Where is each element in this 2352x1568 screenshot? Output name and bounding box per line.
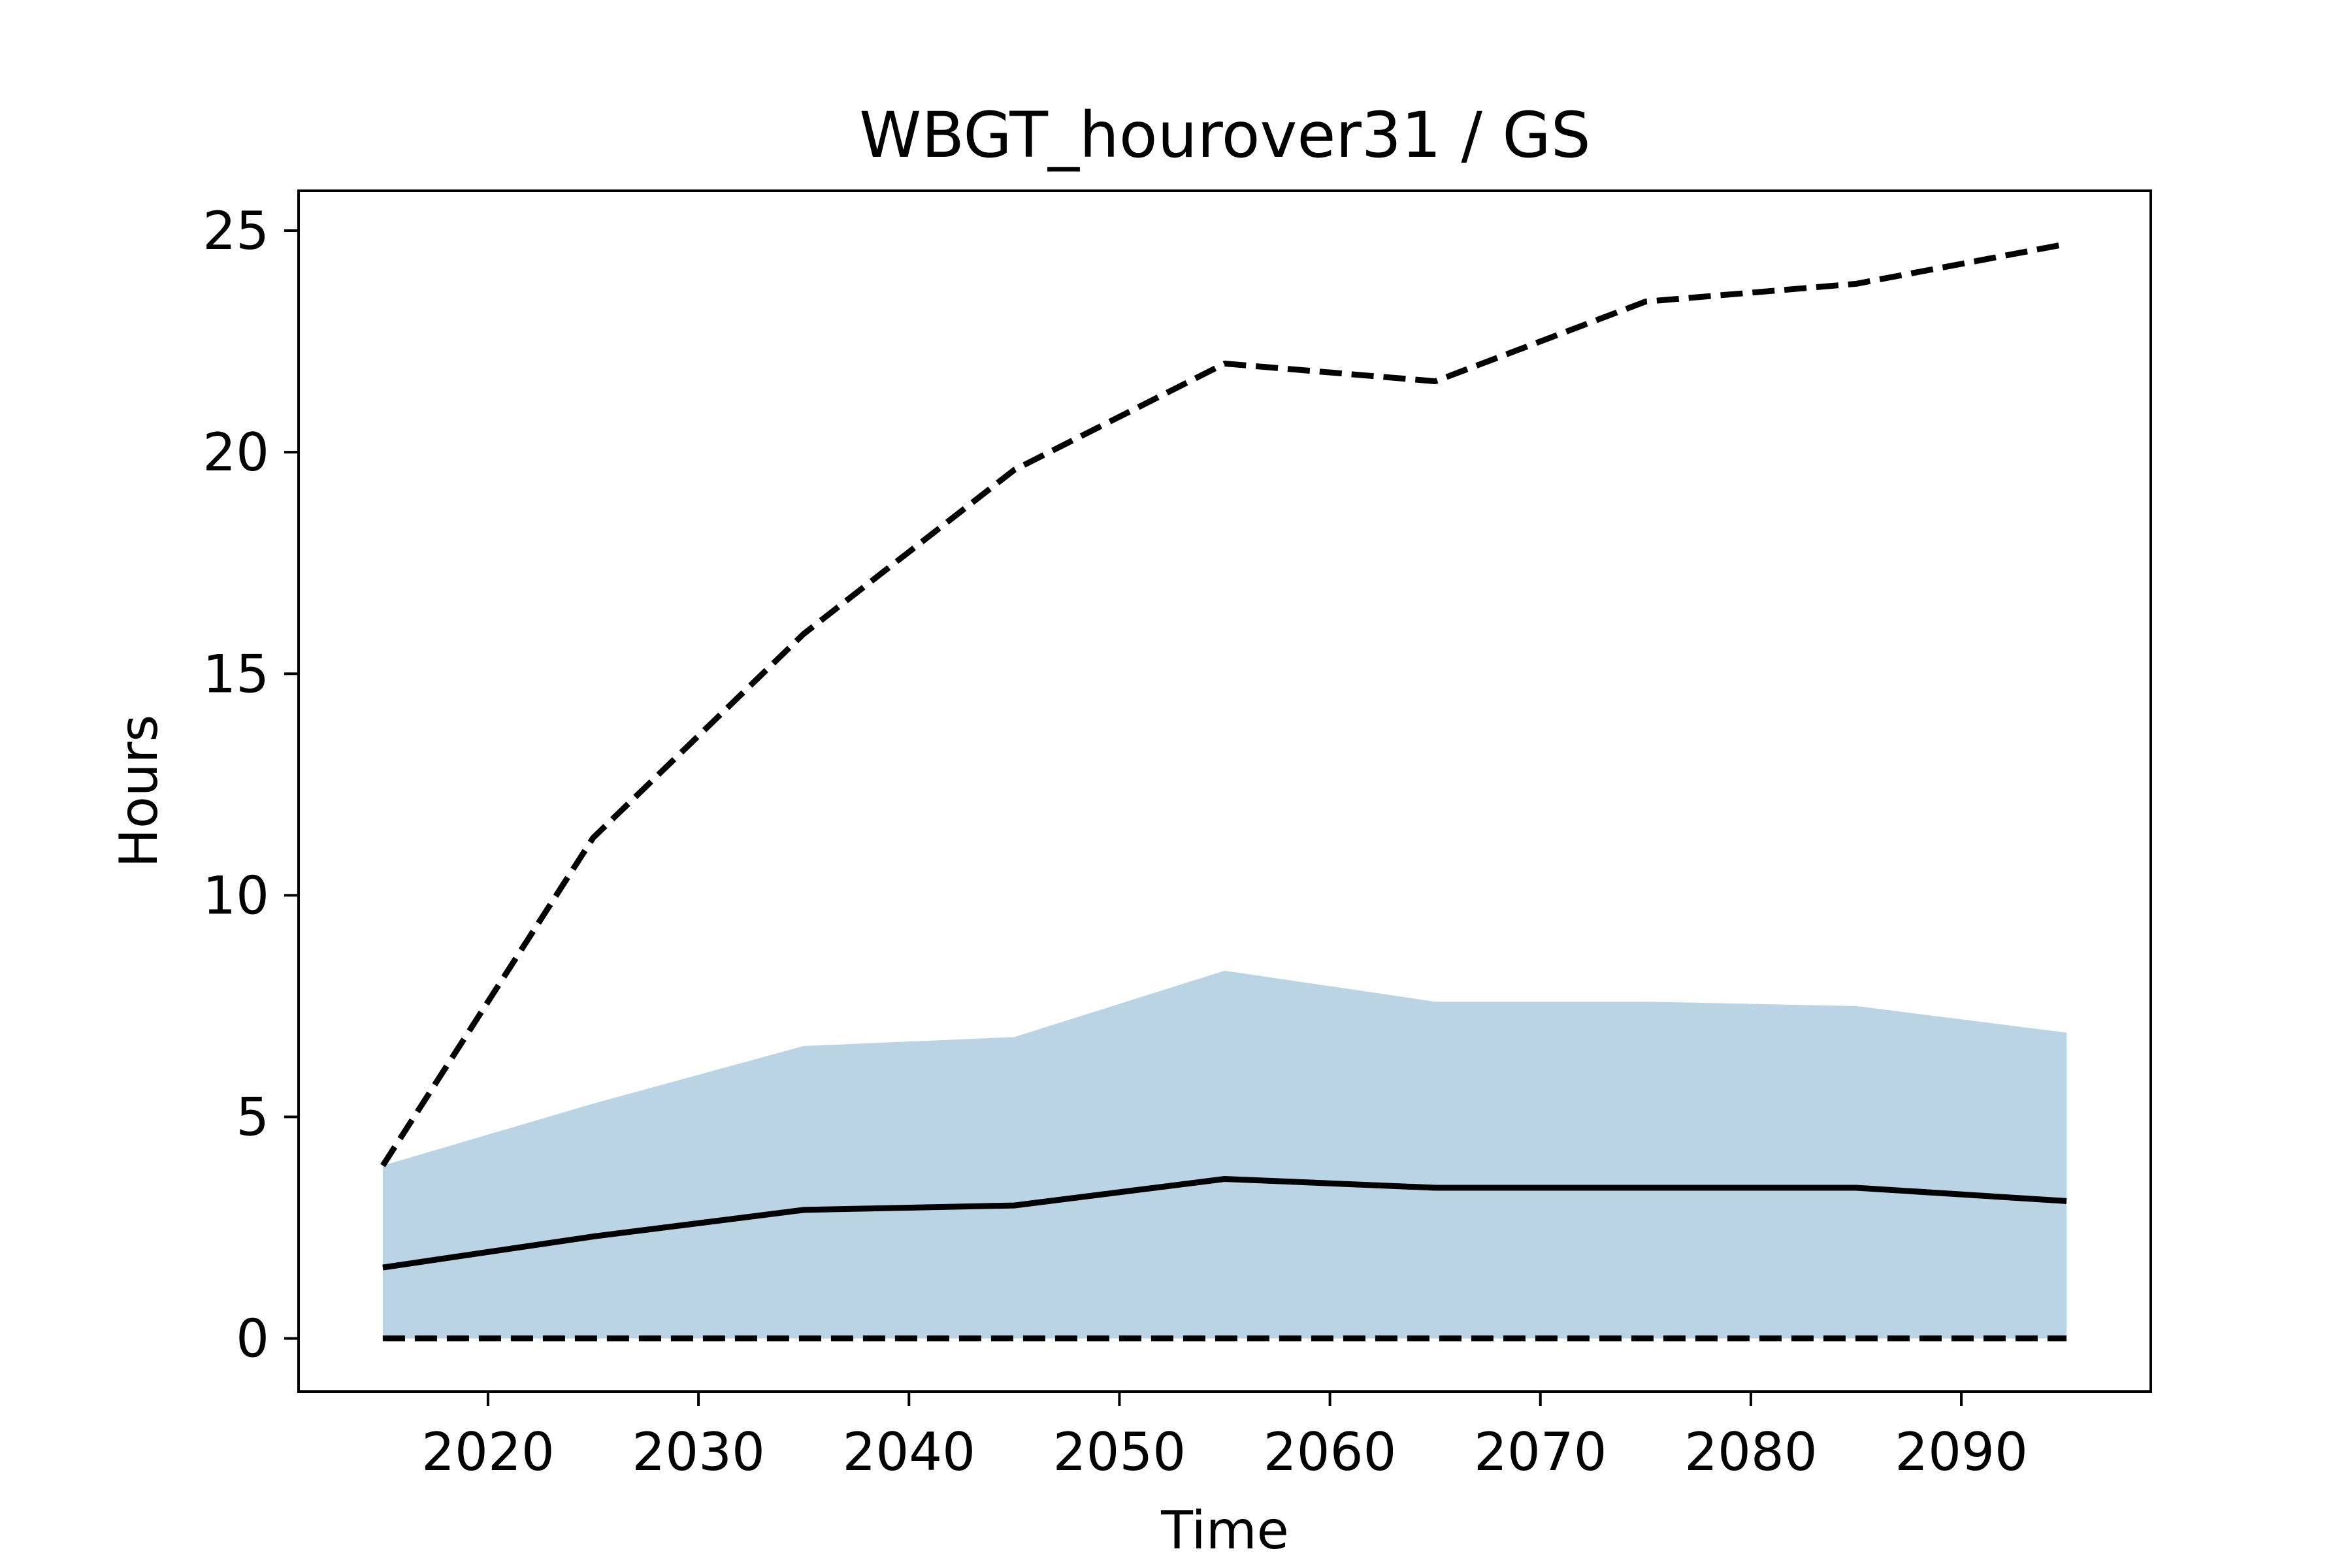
y-tick-label: 25: [203, 201, 269, 261]
x-tick-label: 2060: [1264, 1422, 1397, 1482]
y-tick-label: 0: [236, 1309, 269, 1369]
x-tick-label: 2020: [421, 1422, 555, 1482]
range-band: [382, 970, 2067, 1339]
y-tick-label: 20: [203, 422, 269, 483]
x-tick-label: 2070: [1474, 1422, 1607, 1482]
x-tick-label: 2040: [842, 1422, 975, 1482]
series-line-2: [380, 240, 2067, 1168]
x-tick-label: 2080: [1684, 1422, 1818, 1482]
y-tick-label: 15: [203, 644, 269, 704]
x-tick-label: 2090: [1895, 1422, 2028, 1482]
axes-frame: [297, 189, 2152, 1393]
plot-area: [380, 240, 2067, 1342]
y-axis-label: Hours: [108, 715, 169, 868]
axis-ticks: 2020 2030 2040 2050 2060 2070 2080 2090 0 5 10 15 20…: [203, 201, 2028, 1482]
x-axis-label: Time: [1160, 1500, 1289, 1561]
series-line-1: [382, 1176, 2067, 1271]
x-tick-label: 2050: [1053, 1422, 1186, 1482]
x-tick-label: 2030: [632, 1422, 765, 1482]
chart-title: WBGT_hourover31 / GS: [859, 99, 1590, 172]
y-tick-label: 10: [203, 865, 269, 926]
y-tick-label: 5: [236, 1086, 269, 1147]
